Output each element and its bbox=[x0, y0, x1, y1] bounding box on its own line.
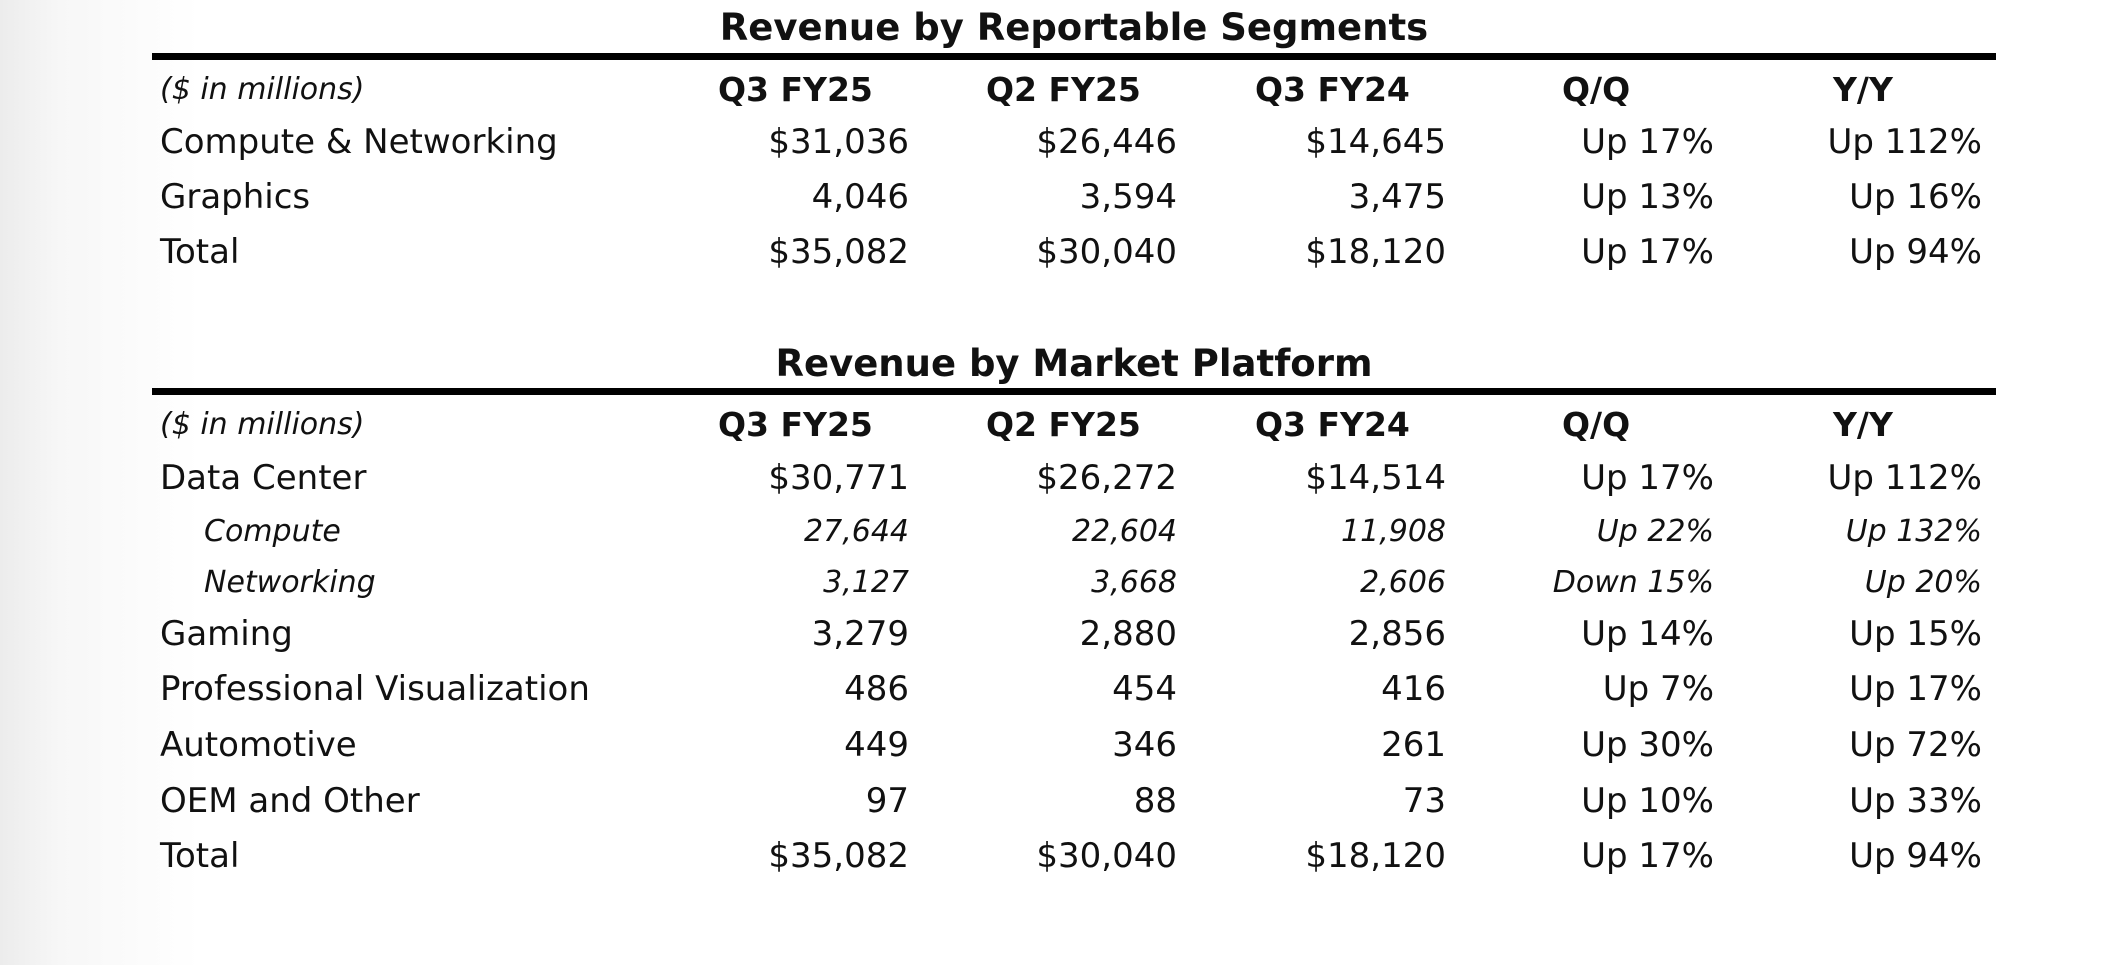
table-cell: 4,046 bbox=[811, 177, 909, 217]
platforms-title-rule bbox=[152, 388, 1996, 395]
table-row-sub: Networking 3,127 3,668 2,606 Down 15% Up… bbox=[152, 557, 1996, 608]
segments-col-header: Q/Q bbox=[1562, 70, 1631, 109]
row-label: Compute bbox=[204, 514, 341, 549]
row-label: Automotive bbox=[160, 725, 357, 765]
table-cell: Up 17% bbox=[1849, 669, 1982, 709]
table-cell: 3,475 bbox=[1348, 177, 1446, 217]
row-label: Total bbox=[160, 232, 240, 272]
table-cell: 97 bbox=[865, 781, 909, 821]
table-cell: Up 72% bbox=[1849, 725, 1982, 765]
table-row: Professional Visualization 486 454 416 U… bbox=[152, 662, 1996, 717]
row-label: Total bbox=[160, 836, 240, 876]
table-cell: 22,604 bbox=[1072, 514, 1177, 549]
table-row: Total $35,082 $30,040 $18,120 Up 17% Up … bbox=[152, 225, 1996, 280]
table-cell: 3,594 bbox=[1079, 177, 1177, 217]
platforms-col-header: Q3 FY25 bbox=[718, 405, 873, 444]
table-cell: Up 15% bbox=[1849, 614, 1982, 654]
platforms-title: Revenue by Market Platform bbox=[775, 342, 1373, 385]
table-cell: $30,771 bbox=[768, 458, 909, 498]
table-cell: 2,856 bbox=[1348, 614, 1446, 654]
segments-col-header: Q2 FY25 bbox=[986, 70, 1141, 109]
table-cell: 11,908 bbox=[1341, 514, 1446, 549]
row-label: Networking bbox=[204, 565, 376, 600]
table-cell: Up 17% bbox=[1581, 122, 1714, 162]
table-cell: $30,040 bbox=[1036, 836, 1177, 876]
table-cell: 454 bbox=[1112, 669, 1177, 709]
table-cell: 2,880 bbox=[1079, 614, 1177, 654]
row-label: Gaming bbox=[160, 614, 293, 654]
platforms-col-header: Q2 FY25 bbox=[986, 405, 1141, 444]
table-cell: Up 112% bbox=[1827, 122, 1982, 162]
table-cell: $26,272 bbox=[1036, 458, 1177, 498]
table-cell: 486 bbox=[844, 669, 909, 709]
platforms-units-label: ($ in millions) bbox=[160, 407, 365, 442]
table-cell: Up 13% bbox=[1581, 177, 1714, 217]
table-row-sub: Compute 27,644 22,604 11,908 Up 22% Up 1… bbox=[152, 506, 1996, 557]
table-cell: 346 bbox=[1112, 725, 1177, 765]
row-label: Compute & Networking bbox=[160, 122, 558, 162]
table-cell: $18,120 bbox=[1305, 232, 1446, 272]
table-row: Data Center $30,771 $26,272 $14,514 Up 1… bbox=[152, 451, 1996, 506]
table-cell: Up 132% bbox=[1845, 514, 1982, 549]
table-cell: Up 14% bbox=[1581, 614, 1714, 654]
table-cell: Up 22% bbox=[1596, 514, 1714, 549]
table-cell: $31,036 bbox=[768, 122, 909, 162]
table-cell: Up 7% bbox=[1602, 669, 1714, 709]
table-cell: Up 10% bbox=[1581, 781, 1714, 821]
table-cell: $35,082 bbox=[768, 232, 909, 272]
table-cell: Down 15% bbox=[1552, 565, 1714, 600]
segments-col-header: Q3 FY25 bbox=[718, 70, 873, 109]
table-cell: $26,446 bbox=[1036, 122, 1177, 162]
platforms-col-header: Y/Y bbox=[1833, 405, 1893, 444]
table-row: Automotive 449 346 261 Up 30% Up 72% bbox=[152, 718, 1996, 773]
table-cell: Up 16% bbox=[1849, 177, 1982, 217]
table-cell: 261 bbox=[1381, 725, 1446, 765]
table-cell: 2,606 bbox=[1360, 565, 1446, 600]
table-cell: $14,645 bbox=[1305, 122, 1446, 162]
table-cell: $14,514 bbox=[1305, 458, 1446, 498]
platforms-col-header: Q/Q bbox=[1562, 405, 1631, 444]
table-cell: 3,279 bbox=[811, 614, 909, 654]
table-row: OEM and Other 97 88 73 Up 10% Up 33% bbox=[152, 774, 1996, 829]
table-cell: Up 17% bbox=[1581, 836, 1714, 876]
segments-col-header: Q3 FY24 bbox=[1255, 70, 1410, 109]
row-label: Data Center bbox=[160, 458, 367, 498]
segments-title: Revenue by Reportable Segments bbox=[719, 6, 1429, 49]
table-cell: Up 17% bbox=[1581, 458, 1714, 498]
table-cell: 3,127 bbox=[823, 565, 909, 600]
table-cell: 416 bbox=[1381, 669, 1446, 709]
table-cell: Up 112% bbox=[1827, 458, 1982, 498]
table-cell: Up 20% bbox=[1864, 565, 1982, 600]
platforms-col-header: Q3 FY24 bbox=[1255, 405, 1410, 444]
row-label: OEM and Other bbox=[160, 781, 420, 821]
row-label: Graphics bbox=[160, 177, 311, 217]
segments-title-rule bbox=[152, 53, 1996, 60]
table-row: Gaming 3,279 2,880 2,856 Up 14% Up 15% bbox=[152, 607, 1996, 662]
table-cell: $18,120 bbox=[1305, 836, 1446, 876]
segments-header-row: ($ in millions) Q3 FY25 Q2 FY25 Q3 FY24 … bbox=[152, 62, 1996, 117]
table-cell: 3,668 bbox=[1091, 565, 1177, 600]
table-cell: $35,082 bbox=[768, 836, 909, 876]
segments-col-header: Y/Y bbox=[1833, 70, 1893, 109]
table-cell: 449 bbox=[844, 725, 909, 765]
table-cell: Up 94% bbox=[1849, 836, 1982, 876]
segments-units-label: ($ in millions) bbox=[160, 72, 365, 107]
table-cell: Up 94% bbox=[1849, 232, 1982, 272]
table-cell: Up 17% bbox=[1581, 232, 1714, 272]
table-cell: 88 bbox=[1133, 781, 1177, 821]
table-cell: $30,040 bbox=[1036, 232, 1177, 272]
table-row: Graphics 4,046 3,594 3,475 Up 13% Up 16% bbox=[152, 170, 1996, 225]
table-row: Compute & Networking $31,036 $26,446 $14… bbox=[152, 115, 1996, 170]
table-cell: 73 bbox=[1402, 781, 1446, 821]
platforms-header-row: ($ in millions) Q3 FY25 Q2 FY25 Q3 FY24 … bbox=[152, 397, 1996, 452]
table-cell: 27,644 bbox=[804, 514, 909, 549]
table-row: Total $35,082 $30,040 $18,120 Up 17% Up … bbox=[152, 829, 1996, 884]
table-cell: Up 33% bbox=[1849, 781, 1982, 821]
row-label: Professional Visualization bbox=[160, 669, 590, 709]
table-cell: Up 30% bbox=[1581, 725, 1714, 765]
